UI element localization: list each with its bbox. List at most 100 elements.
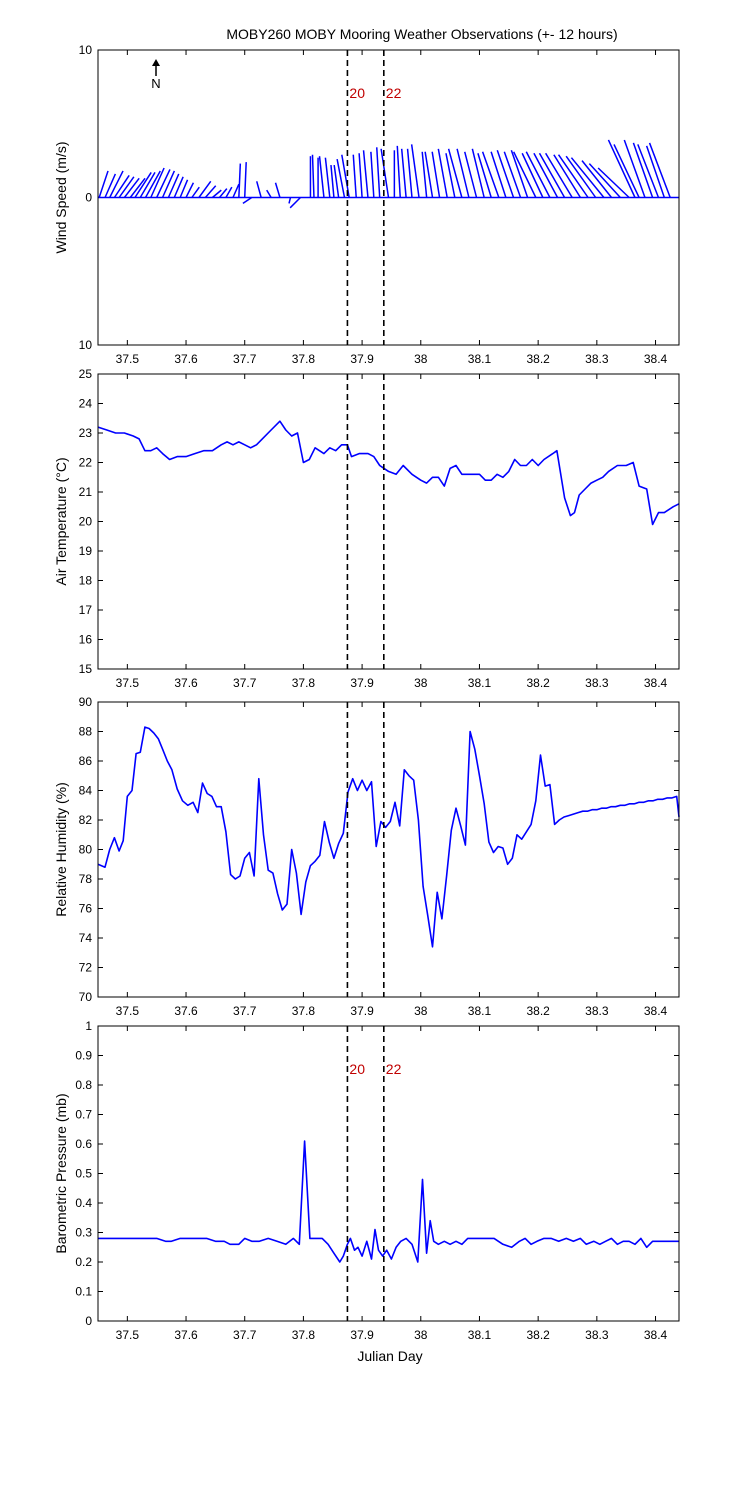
y-tick-label: 74 xyxy=(79,931,93,945)
wind-stick xyxy=(144,170,161,198)
x-tick-label: 37.5 xyxy=(116,352,140,366)
wind-stick xyxy=(211,189,222,199)
y-tick-label: 16 xyxy=(79,633,93,647)
y-tick-label: 19 xyxy=(79,544,93,558)
x-tick-label: 37.7 xyxy=(233,676,257,690)
y-tick-label: 10 xyxy=(79,338,93,352)
x-tick-label: 38.1 xyxy=(468,352,492,366)
y-tick-label: 18 xyxy=(79,574,93,588)
wind-stick xyxy=(311,154,315,198)
y-tick-label: 21 xyxy=(79,485,93,499)
x-tick-label: 37.9 xyxy=(350,1328,374,1342)
y-tick-label: 88 xyxy=(79,725,93,739)
y-tick-label: 0 xyxy=(85,191,92,205)
axes-frame xyxy=(97,701,680,998)
y-axis-label: Barometric Pressure (mb) xyxy=(53,1093,69,1253)
y-axis-label: Air Temperature (°C) xyxy=(53,457,69,585)
time-marker-label: 20 xyxy=(349,1061,365,1077)
panel-1: 10 0 10 37.5 37.6 37.7 37.8 37.9 38 38.1 38.2 38.3 3… xyxy=(53,43,680,366)
wind-stick xyxy=(481,151,500,198)
wind-stick xyxy=(289,196,302,209)
x-tick-label: 38.2 xyxy=(526,352,550,366)
wind-stick xyxy=(118,176,135,198)
wind-stick xyxy=(104,173,117,198)
y-tick-label: 86 xyxy=(79,754,93,768)
y-tick-label: 0.9 xyxy=(75,1049,92,1063)
wind-stick xyxy=(198,180,212,198)
wind-stick xyxy=(447,148,463,198)
y-tick-label: 70 xyxy=(79,990,93,1004)
wind-stick xyxy=(513,151,537,198)
wind-stick xyxy=(173,176,184,198)
x-tick-label: 37.8 xyxy=(292,676,316,690)
x-tick-label: 37.9 xyxy=(350,352,374,366)
wind-stick xyxy=(565,155,597,198)
x-tick-label: 38.4 xyxy=(644,352,668,366)
wind-stick xyxy=(98,170,109,198)
y-tick-label: 1 xyxy=(85,1019,92,1033)
x-tick-label: 38.3 xyxy=(585,676,609,690)
x-tick-label: 37.5 xyxy=(116,1004,140,1018)
y-tick-label: 0.5 xyxy=(75,1167,92,1181)
wind-stick xyxy=(362,150,369,198)
wind-stick xyxy=(123,177,140,198)
wind-stick xyxy=(358,153,363,198)
time-marker-label: 20 xyxy=(349,85,365,101)
wind-stick xyxy=(400,148,407,198)
wind-stick xyxy=(477,153,492,198)
wind-stick xyxy=(232,183,240,198)
x-tick-label: 37.5 xyxy=(116,676,140,690)
x-tick-label: 37.9 xyxy=(350,676,374,690)
time-marker-label: 22 xyxy=(386,1061,402,1077)
wind-stick xyxy=(243,162,247,198)
wind-stick xyxy=(109,170,124,198)
x-tick-label: 37.7 xyxy=(233,352,257,366)
wind-stick xyxy=(396,145,401,198)
wind-stick xyxy=(544,152,573,198)
wind-stick xyxy=(623,139,646,198)
y-axis-label: Relative Humidity (%) xyxy=(53,782,69,917)
wind-stick xyxy=(406,148,413,198)
time-marker-label: 22 xyxy=(386,85,402,101)
x-tick-label: 38 xyxy=(414,676,428,690)
wind-stick xyxy=(553,154,582,198)
wind-stick xyxy=(525,151,551,198)
x-tick-label: 37.8 xyxy=(292,352,316,366)
wind-stick xyxy=(134,172,152,198)
north-arrow-icon: N xyxy=(151,59,161,91)
y-tick-label: 0.1 xyxy=(75,1285,92,1299)
wind-stick xyxy=(274,182,281,198)
y-tick-label: 0.8 xyxy=(75,1078,92,1092)
wind-stick xyxy=(538,152,566,198)
axes-frame xyxy=(97,49,680,346)
data-line xyxy=(97,726,680,948)
panel-3: 70 72 74 76 78 80 82 84 86 88 90 37.5 37.6 37.7 37.8 37… xyxy=(53,695,680,1018)
wind-stick xyxy=(242,196,253,205)
wind-stick xyxy=(336,159,346,198)
y-tick-label: 10 xyxy=(79,43,93,57)
wind-stick xyxy=(204,185,217,198)
wind-stick xyxy=(370,151,375,198)
axes-frame xyxy=(97,373,680,670)
wind-stick xyxy=(167,173,180,198)
x-tick-label: 38.2 xyxy=(526,676,550,690)
x-tick-label: 38.2 xyxy=(526,1004,550,1018)
wind-stick xyxy=(179,179,189,198)
y-tick-label: 80 xyxy=(79,843,93,857)
wind-stick xyxy=(607,139,636,198)
wind-stick xyxy=(410,144,420,198)
wind-stick xyxy=(156,169,171,198)
wind-stick xyxy=(445,153,456,198)
x-tick-label: 37.6 xyxy=(174,676,198,690)
wind-stick xyxy=(496,150,515,198)
x-tick-label: 38.1 xyxy=(468,1328,492,1342)
wind-stick xyxy=(521,152,544,198)
y-tick-label: 82 xyxy=(79,813,93,827)
wind-stick xyxy=(645,145,666,198)
wind-stick xyxy=(113,174,130,198)
wind-stick xyxy=(150,167,165,198)
wind-stick xyxy=(380,148,390,198)
x-tick-label: 38.4 xyxy=(644,676,668,690)
y-tick-label: 0.3 xyxy=(75,1226,92,1240)
